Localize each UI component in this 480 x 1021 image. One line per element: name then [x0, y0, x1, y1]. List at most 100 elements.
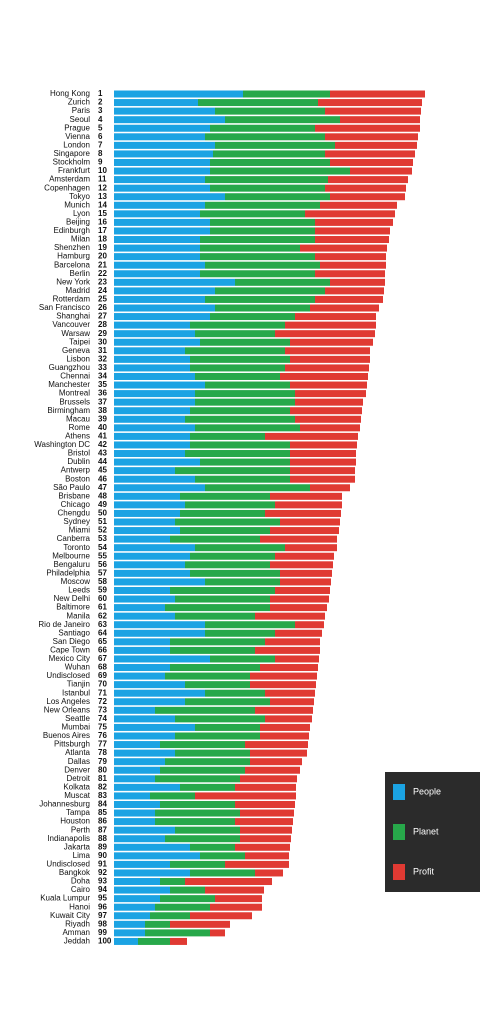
bar-segment: [165, 835, 240, 843]
category-label: Lima: [73, 851, 91, 860]
rank-label: 52: [98, 526, 107, 535]
category-label: Bristol: [68, 449, 90, 458]
bar-segment: [114, 458, 200, 466]
bar-segment: [290, 458, 356, 466]
bar-segment: [114, 595, 175, 603]
bar-segment: [270, 527, 339, 535]
category-label: Taipei: [69, 337, 90, 346]
legend-swatch: [393, 864, 405, 880]
bar-segment: [198, 99, 318, 107]
bar-segment: [175, 612, 255, 620]
bar-segment: [275, 629, 322, 637]
rank-label: 79: [98, 757, 107, 766]
bar-segment: [185, 681, 250, 689]
bar-segment: [300, 424, 360, 432]
bar-segment: [210, 124, 315, 132]
bar-segment: [114, 381, 205, 389]
category-label: Leeds: [68, 586, 90, 595]
bar-segment: [200, 338, 290, 346]
bar-segment: [270, 698, 314, 706]
bar-segment: [195, 424, 300, 432]
rank-label: 56: [98, 560, 107, 569]
bar-segment: [114, 141, 215, 149]
bar-segment: [190, 569, 280, 577]
bar-segment: [114, 407, 190, 415]
bar-segment: [290, 467, 355, 475]
bar-segment: [190, 843, 235, 851]
bar-segment: [114, 441, 190, 449]
bar-segment: [114, 723, 195, 731]
bar-segment: [114, 321, 190, 329]
bar-segment: [210, 313, 295, 321]
bar-segment: [185, 878, 272, 886]
category-label: Beijing: [66, 218, 90, 227]
bar-segment: [114, 527, 180, 535]
bar-segment: [114, 544, 195, 552]
bar-segment: [114, 818, 155, 826]
bar-segment: [155, 706, 255, 714]
bar-segment: [315, 227, 390, 235]
rank-label: 54: [98, 543, 107, 552]
bar-segment: [180, 783, 235, 791]
bar-segment: [114, 484, 205, 492]
rank-label: 81: [98, 774, 107, 783]
bar-segment: [190, 407, 290, 415]
bar-segment: [235, 783, 296, 791]
bar-segment: [114, 681, 185, 689]
rank-label: 73: [98, 705, 107, 714]
bar-segment: [114, 158, 210, 166]
rank-label: 27: [98, 312, 107, 321]
bar-segment: [114, 800, 160, 808]
bar-segment: [114, 330, 195, 338]
category-label: Perth: [71, 825, 90, 834]
category-label: Hong Kong: [50, 89, 90, 98]
category-label: Muscat: [64, 791, 91, 800]
rank-label: 97: [98, 911, 107, 920]
rank-label: 92: [98, 868, 107, 877]
bar-segment: [270, 604, 327, 612]
bar-segment: [114, 372, 195, 380]
bar-segment: [114, 843, 190, 851]
bar-segment: [205, 381, 290, 389]
bar-segment: [114, 612, 175, 620]
bar-segment: [260, 732, 309, 740]
bar-segment: [165, 672, 250, 680]
bar-segment: [310, 304, 379, 312]
category-label: Wuhan: [65, 663, 90, 672]
bar-segment: [255, 646, 320, 654]
bar-segment: [325, 184, 406, 192]
bar-segment: [114, 287, 215, 295]
bar-segment: [114, 218, 210, 226]
bar-segment: [295, 390, 366, 398]
rank-label: 50: [98, 509, 107, 518]
bar-segment: [114, 664, 170, 672]
bar-segment: [240, 775, 297, 783]
bar-segment: [114, 912, 150, 920]
bar-segment: [210, 227, 315, 235]
bar-segment: [114, 775, 155, 783]
bar-segment: [290, 355, 370, 363]
category-label: Boston: [65, 474, 90, 483]
bar-segment: [320, 261, 386, 269]
rank-label: 51: [98, 517, 107, 526]
bar-segment: [114, 518, 175, 526]
bar-segment: [195, 330, 275, 338]
category-label: Paris: [72, 106, 90, 115]
bar-segment: [190, 441, 290, 449]
bar-segment: [280, 372, 368, 380]
bar-segment: [114, 878, 160, 886]
bar-segment: [114, 90, 243, 98]
category-label: Amman: [62, 928, 90, 937]
rank-label: 44: [98, 457, 107, 466]
bar-segment: [114, 475, 195, 483]
bar-segment: [114, 621, 205, 629]
bar-segment: [114, 895, 160, 903]
bar-segment: [240, 809, 294, 817]
rank-label: 86: [98, 817, 107, 826]
category-label: Doha: [71, 877, 91, 886]
rank-label: 62: [98, 611, 107, 620]
bar-segment: [160, 878, 185, 886]
bar-segment: [275, 501, 342, 509]
rank-label: 6: [98, 132, 103, 141]
